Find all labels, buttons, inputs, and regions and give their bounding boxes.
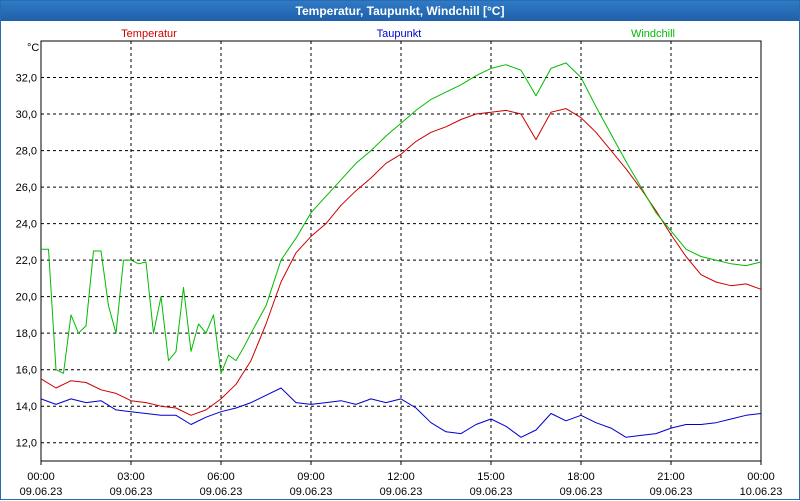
x-tick-date-label: 09.06.23 [650, 486, 693, 498]
legend-entry-taupunkt: Taupunkt [377, 28, 422, 40]
y-tick-label: 32,0 [16, 73, 37, 85]
x-tick-time-label: 03:00 [117, 471, 145, 483]
x-tick-time-label: 00:00 [27, 471, 55, 483]
x-tick-date-label: 09.06.23 [560, 486, 603, 498]
legend-entry-windchill: Windchill [631, 28, 675, 40]
x-tick-date-label: 09.06.23 [110, 486, 153, 498]
y-tick-label: 24,0 [16, 219, 37, 231]
series-line-taupunkt [40, 387, 762, 438]
y-tick-label: 12,0 [16, 438, 37, 450]
x-tick-date-label: 09.06.23 [290, 486, 333, 498]
y-tick-label: 14,0 [16, 401, 37, 413]
x-tick-time-label: 21:00 [657, 471, 685, 483]
series-line-temperatur [40, 108, 762, 416]
x-tick-date-label: 09.06.23 [470, 486, 513, 498]
legend-entry-temperatur: Temperatur [121, 28, 177, 40]
y-tick-label: 16,0 [16, 365, 37, 377]
y-tick-label: 28,0 [16, 146, 37, 158]
x-tick-time-label: 18:00 [567, 471, 595, 483]
x-tick-time-label: 12:00 [387, 471, 415, 483]
x-tick-time-label: 15:00 [477, 471, 505, 483]
x-tick-time-label: 00:00 [747, 471, 775, 483]
series-line-windchill [41, 62, 762, 374]
y-tick-label: 26,0 [16, 182, 37, 194]
y-tick-label: 22,0 [16, 255, 37, 267]
x-tick-time-label: 09:00 [297, 471, 325, 483]
y-tick-label: 20,0 [16, 292, 37, 304]
y-axis-label: °C [27, 42, 39, 54]
window-title: Temperatur, Taupunkt, Windchill [°C] [1, 1, 799, 21]
x-tick-date-label: 09.06.23 [380, 486, 423, 498]
x-tick-date-label: 09.06.23 [20, 486, 63, 498]
x-tick-time-label: 06:00 [207, 471, 235, 483]
x-tick-date-label: 10.06.23 [740, 486, 783, 498]
y-tick-label: 30,0 [16, 109, 37, 121]
x-tick-date-label: 09.06.23 [200, 486, 243, 498]
y-tick-label: 18,0 [16, 328, 37, 340]
